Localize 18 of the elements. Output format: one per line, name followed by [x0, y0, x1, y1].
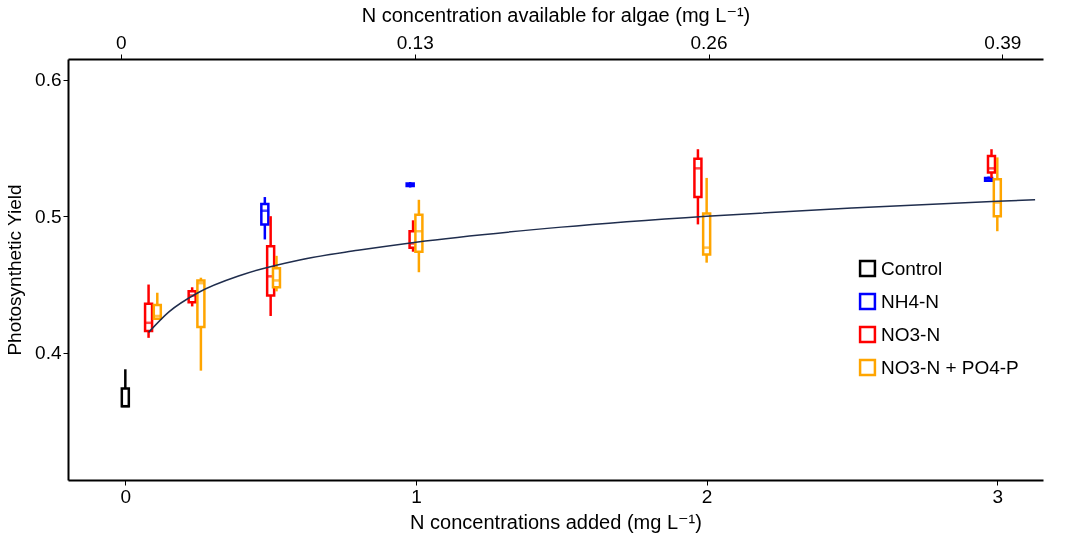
x-tick-label: 0 — [120, 485, 132, 507]
x-tick-label: 1 — [411, 485, 422, 507]
x-axis-title: N concentrations added (mg L⁻¹) — [410, 510, 702, 533]
x2-tick-label: 0.26 — [690, 31, 728, 53]
legend-label: NO3-N + PO4-P — [881, 356, 1019, 378]
y-tick-label: 0.5 — [35, 205, 62, 227]
y-axis-title: Photosynthetic Yield — [4, 184, 26, 356]
x2-tick-label: 0.39 — [984, 31, 1022, 53]
y-tick-label: 0.6 — [35, 69, 62, 90]
legend-label: NH4-N — [881, 290, 940, 312]
x2-tick-label: 0.13 — [396, 31, 434, 53]
y-tick-label: 0.4 — [35, 342, 62, 364]
x2-axis-title: N concentration available for algae (mg L⁻¹) — [361, 3, 751, 26]
legend-label: NO3-N — [881, 323, 941, 345]
x2-tick-label: 0 — [116, 31, 127, 53]
x-tick-label: 3 — [992, 485, 1004, 507]
legend-label: Control — [881, 257, 943, 279]
x-tick-label: 2 — [701, 485, 713, 507]
